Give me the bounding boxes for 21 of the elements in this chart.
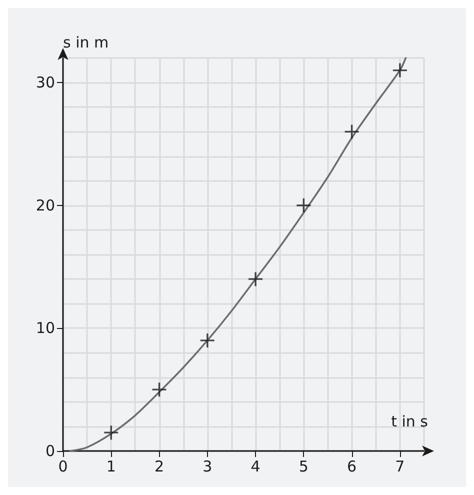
point [344,124,359,139]
x-tick-label: 0 [58,458,68,476]
x-axis-title: t in s [391,412,428,430]
point [296,198,311,212]
x-tick-label: 2 [154,458,164,476]
y-tick-label: 20 [36,196,55,214]
x-tick-label: 5 [298,458,308,476]
y-tick-label: 30 [36,74,55,92]
point [152,382,166,397]
y-tick-label: 10 [36,319,55,338]
point [392,63,407,78]
point [248,272,263,286]
x-tick-label: 6 [347,458,357,476]
y-tick-label: 0 [45,442,55,460]
x-tick-label: 7 [395,458,405,476]
x-tick-label: 4 [250,458,260,476]
point [104,426,118,440]
x-tick-label: 3 [202,458,212,476]
y-axis-title: s in m [63,34,109,52]
point [200,333,214,348]
x-tick-label: 1 [106,458,116,476]
